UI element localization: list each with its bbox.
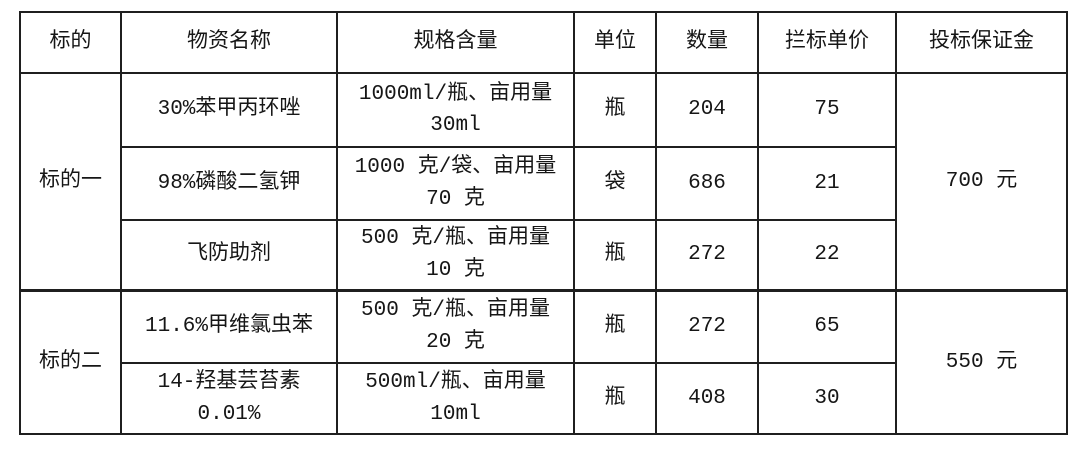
cell-unit: 瓶 (573, 288, 657, 364)
header-ceiling-unit-price: 拦标单价 (757, 11, 897, 74)
cell-price: 21 (757, 146, 897, 221)
cell-spec: 500ml/瓶、亩用量 10ml (336, 362, 575, 435)
cell-unit: 瓶 (573, 362, 657, 435)
header-bid-deposit: 投标保证金 (895, 11, 1068, 74)
cell-target-1: 标的一 (19, 72, 122, 291)
header-spec-content: 规格含量 (336, 11, 575, 74)
cell-unit: 袋 (573, 146, 657, 221)
cell-price: 65 (757, 288, 897, 364)
cell-quantity: 272 (655, 288, 759, 364)
cell-target-2: 标的二 (19, 288, 122, 435)
cell-material-name: 98%磷酸二氢钾 (120, 146, 338, 221)
cell-quantity: 204 (655, 72, 759, 148)
cell-unit: 瓶 (573, 219, 657, 291)
cell-spec: 1000 克/袋、亩用量 70 克 (336, 146, 575, 221)
cell-material-name: 14-羟基芸苔素 0.01% (120, 362, 338, 435)
cell-quantity: 408 (655, 362, 759, 435)
cell-material-name: 飞防助剂 (120, 219, 338, 291)
header-target: 标的 (19, 11, 122, 74)
header-material-name: 物资名称 (120, 11, 338, 74)
cell-unit: 瓶 (573, 72, 657, 148)
table-row: 标的一 30%苯甲丙环唑 1000ml/瓶、亩用量 30ml 瓶 204 75 … (19, 72, 1068, 291)
cell-spec: 1000ml/瓶、亩用量 30ml (336, 72, 575, 148)
cell-price: 22 (757, 219, 897, 291)
cell-spec: 500 克/瓶、亩用量 10 克 (336, 219, 575, 291)
table-row: 飞防助剂 500 克/瓶、亩用量 10 克 瓶 272 22 (20, 219, 1067, 291)
cell-quantity: 686 (655, 146, 759, 221)
cell-deposit-2: 550 元 (895, 288, 1068, 435)
cell-material-name: 11.6%甲维氯虫苯 (120, 288, 338, 364)
cell-deposit-1: 700 元 (895, 72, 1068, 291)
header-quantity: 数量 (655, 11, 759, 74)
bid-items-table: 标的 物资名称 规格含量 单位 数量 拦标单价 投标保证金 标的一 30%苯甲丙… (19, 11, 1068, 435)
table-row: 标的二 11.6%甲维氯虫苯 500 克/瓶、亩用量 20 克 瓶 272 65… (19, 288, 1068, 435)
table-row: 98%磷酸二氢钾 1000 克/袋、亩用量 70 克 袋 686 21 (20, 146, 1067, 221)
cell-material-name: 30%苯甲丙环唑 (120, 72, 338, 148)
table-header-row: 标的 物资名称 规格含量 单位 数量 拦标单价 投标保证金 (19, 11, 1068, 74)
cell-spec: 500 克/瓶、亩用量 20 克 (336, 288, 575, 364)
cell-price: 30 (757, 362, 897, 435)
cell-quantity: 272 (655, 219, 759, 291)
header-unit: 单位 (573, 11, 657, 74)
table-row: 14-羟基芸苔素 0.01% 500ml/瓶、亩用量 10ml 瓶 408 30 (20, 362, 1067, 435)
cell-price: 75 (757, 72, 897, 148)
